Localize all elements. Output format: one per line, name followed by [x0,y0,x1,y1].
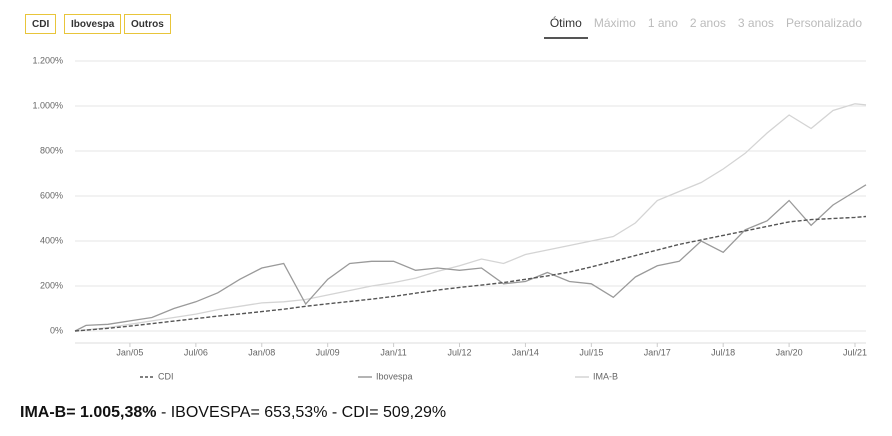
x-tick-label: Jan/11 [380,347,406,357]
x-tick-label: Jul/09 [316,347,340,357]
y-tick-label: 1.000% [32,100,63,110]
chart: 0% 200% 400% 600% 800% 1.000% 1.200% Jan/05 Jul/… [32,55,867,381]
period-tab[interactable]: Ótimo [543,16,588,39]
x-tick-label: Jul/18 [711,347,735,357]
legend-label: IMA-B [593,371,618,381]
x-tick-label: Jul/12 [447,347,471,357]
summary-bold: IMA-B= 1.005,38% [20,404,157,421]
legend-label: Ibovespa [376,371,413,381]
summary: IMA-B= 1.005,38% - IBOVESPA= 653,53% - C… [20,404,446,422]
y-tick-label: 800% [40,145,63,155]
legend-label: CDI [158,371,174,381]
series-line [74,103,867,332]
period-tab[interactable]: 2 anos [689,16,726,30]
period-tab[interactable]: 3 anos [737,16,774,30]
x-tick-label: Jan/14 [512,347,539,357]
x-tick-label: Jul/21 [843,347,867,357]
y-tick-label: 400% [40,235,63,245]
x-tick-label: Jan/05 [116,347,143,357]
period-tab[interactable]: Personalizado [785,16,862,30]
period-tab[interactable]: Máximo [593,16,636,30]
y-tick-label: 200% [40,280,63,290]
x-tick-label: Jan/08 [248,347,275,357]
series-line [74,215,867,332]
x-tick-label: Jan/17 [644,347,671,357]
filter-button[interactable]: Outros [124,14,171,34]
summary-rest: - IBOVESPA= 653,53% - CDI= 509,29% [156,404,447,421]
x-tick-label: Jul/06 [184,347,208,357]
period-tabs: Ótimo Máximo 1 ano 2 anos 3 anos Personalizad… [543,16,868,39]
y-tick-label: 0% [50,325,63,335]
series-line [74,184,867,332]
y-tick-label: 1.200% [32,55,63,65]
y-tick-label: 600% [40,190,63,200]
x-tick-label: Jul/15 [579,347,603,357]
x-tick-label: Jan/20 [776,347,803,357]
filter-button[interactable]: Ibovespa [64,14,122,34]
filter-button[interactable]: CDI [25,14,57,34]
period-tab[interactable]: 1 ano [647,16,678,30]
